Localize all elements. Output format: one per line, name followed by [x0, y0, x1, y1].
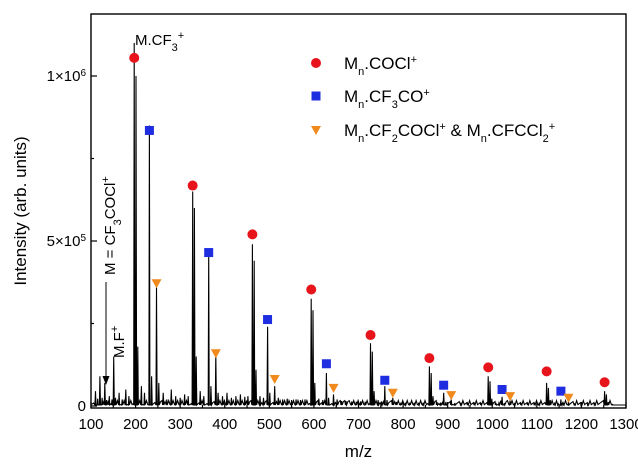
annotation-mf: M.F+ — [109, 326, 128, 358]
legend-marker-0 — [311, 58, 321, 68]
peak-annotations: M.CF3+ M = CF3COCl+ M.F+ — [100, 30, 184, 385]
series-0-point-3 — [306, 284, 317, 295]
series-0-point-2 — [247, 229, 258, 240]
series-2-point-4 — [387, 388, 398, 398]
series-1-point-7 — [556, 386, 566, 396]
x-tick-label: 1200 — [565, 416, 598, 433]
x-tick-label: 400 — [212, 416, 237, 433]
x-tick-label: 100 — [78, 416, 103, 433]
series-1-point-5 — [439, 380, 449, 390]
molecular-ion-arrow-head — [102, 376, 110, 385]
x-tick-label: 500 — [257, 416, 282, 433]
x-tick-label: 900 — [435, 416, 460, 433]
series-0-point-6 — [483, 362, 494, 373]
series-1-point-6 — [497, 385, 507, 394]
series-0-point-7 — [541, 366, 552, 377]
series-2-point-0 — [151, 279, 162, 289]
x-tick-label: 800 — [391, 416, 416, 433]
legend-item-2: Mn.CF2COCl+ & Mn.CFCCl2+ — [311, 121, 555, 145]
x-axis: 100 200 300 400 500 600 700 800 900 1000 1100 1200 1… — [78, 402, 638, 433]
legend: Mn.COCl+ Mn.CF3CO+ Mn.CF2COCl+ & Mn.CFCCl2… — [311, 54, 555, 145]
series-2-point-5 — [446, 391, 457, 401]
legend-marker-1 — [311, 91, 321, 101]
y-axis: 0 5×105 1×106 — [47, 68, 97, 415]
spectrum-trace — [91, 42, 626, 408]
series-1-point-4 — [380, 375, 390, 385]
y-tick-label: 0 — [78, 398, 86, 415]
series-markers — [129, 52, 610, 403]
series-0-point-1 — [187, 180, 198, 191]
series-2-point-2 — [269, 374, 280, 384]
annotation-molecular-ion: M = CF3COCl+ — [100, 176, 124, 275]
x-tick-label: 700 — [346, 416, 371, 433]
legend-item-1: Mn.CF3CO+ — [311, 87, 430, 111]
x-axis-title: m/z — [345, 442, 372, 461]
series-0-point-4 — [365, 330, 376, 341]
annotation-mcf3: M.CF3+ — [135, 30, 184, 54]
x-tick-label: 1000 — [476, 416, 509, 433]
legend-label-2: Mn.CF2COCl+ & Mn.CFCCl2+ — [344, 121, 555, 145]
x-tick-label: 200 — [123, 416, 148, 433]
spectrum-line — [91, 42, 626, 408]
series-0-point-0 — [129, 52, 140, 63]
series-0-point-8 — [599, 377, 610, 388]
series-1-point-2 — [263, 315, 273, 325]
series-0-point-5 — [424, 353, 435, 364]
legend-label-0: Mn.COCl+ — [344, 54, 417, 78]
legend-label-1: Mn.CF3CO+ — [344, 87, 430, 111]
y-tick-label: 1×106 — [47, 68, 87, 86]
y-axis-title: Intensity (arb. units) — [11, 136, 30, 285]
x-tick-label: 1100 — [521, 416, 553, 433]
series-2-point-7 — [563, 393, 574, 403]
series-1-point-1 — [204, 248, 214, 258]
series-2-point-1 — [210, 349, 221, 359]
series-1-point-3 — [321, 359, 331, 369]
series-2-point-6 — [505, 392, 516, 402]
series-1-point-0 — [144, 125, 154, 135]
series-2-point-3 — [328, 383, 339, 393]
x-tick-label: 300 — [168, 416, 193, 433]
x-tick-label: 600 — [301, 416, 326, 433]
legend-item-0: Mn.COCl+ — [311, 54, 417, 78]
y-tick-label: 5×105 — [47, 233, 87, 251]
legend-marker-2 — [311, 126, 321, 135]
